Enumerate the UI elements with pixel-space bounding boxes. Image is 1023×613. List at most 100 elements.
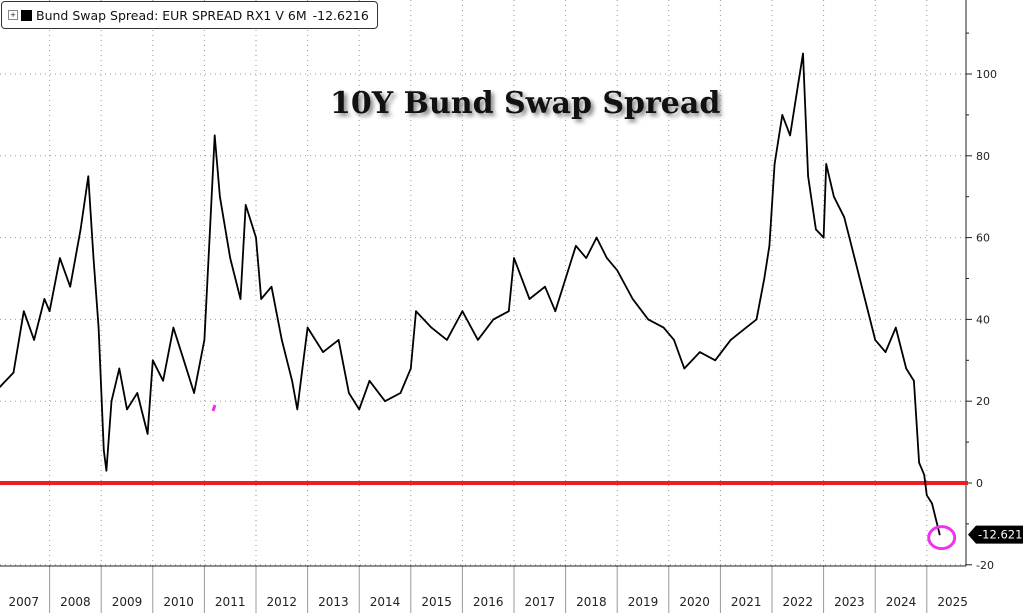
data-point [239,298,242,300]
x-tick-label: 2021 [731,595,762,609]
data-point [87,175,90,178]
legend: + Bund Swap Spread: EUR SPREAD RX1 V 6M … [1,1,378,29]
data-point [203,339,206,341]
data-point [564,277,567,280]
data-point [477,339,479,341]
data-point [815,228,817,231]
last-value-label: -12.6216 [978,528,1023,542]
data-point [807,175,809,178]
data-point [229,257,231,259]
data-point [322,351,324,353]
data-point [492,318,495,321]
data-point [213,134,216,137]
data-point [69,285,72,288]
data-point [368,379,371,382]
series-line [0,52,941,535]
data-point [193,392,195,394]
data-point [358,408,361,411]
data-point [631,298,634,300]
last-value-tag-bg [968,525,1023,544]
data-point [306,326,309,329]
data-point [673,339,675,341]
highlight-circle [927,525,957,551]
data-point [913,379,915,382]
y-tick-label: 20 [976,395,990,408]
data-point [789,134,791,137]
y-tick-label: 40 [976,313,990,326]
expand-icon[interactable]: + [8,10,18,20]
data-point [797,85,799,88]
data-point [337,339,340,341]
data-point [575,244,577,247]
data-point [301,367,304,370]
data-point [698,351,701,353]
data-point [348,392,350,394]
data-point [12,371,15,374]
data-point [895,326,897,329]
y-tick-label: 80 [976,150,990,163]
data-point [616,269,618,272]
data-point [136,392,139,394]
data-point [291,379,293,382]
data-point [102,449,105,452]
data-point [281,339,283,341]
data-point [384,400,386,403]
legend-swatch [21,9,32,21]
x-tick-label: 2013 [318,595,349,609]
data-point [918,461,920,464]
data-point [399,392,402,394]
data-point [23,310,25,313]
x-tick-label: 2009 [112,595,143,609]
data-point [884,351,887,353]
x-tick-label: 2018 [576,595,607,609]
data-point [528,298,531,300]
data-point [745,326,747,329]
x-tick-label: 2012 [267,595,298,609]
legend-label: Bund Swap Spread: EUR SPREAD RX1 V 6M [36,7,307,23]
data-point [255,236,257,239]
data-point [182,359,185,362]
data-point [118,367,121,370]
data-point [296,408,299,411]
data-point [270,285,273,288]
data-point [729,339,732,341]
data-point [33,339,35,341]
data-point [59,257,61,259]
y-tick-label: 60 [976,232,990,245]
data-point [773,163,776,165]
data-point [683,367,686,370]
x-tick-label: 2016 [473,595,504,609]
data-point [152,359,154,362]
data-point [938,533,941,536]
data-point [260,298,262,300]
last-value-tag: -12.6216 [968,525,1023,544]
data-point [923,474,926,476]
x-tick-label: 2014 [370,595,401,609]
x-tick-label: 2024 [886,595,917,609]
data-point [714,359,717,362]
data-point [647,318,649,321]
annotation-mark [211,404,217,412]
data-point [606,257,608,259]
data-point [544,285,546,288]
data-point [585,257,588,259]
data-point [864,298,866,300]
data-point [244,204,247,206]
data-point [662,326,665,329]
data-point [105,469,108,472]
data-point [825,163,827,165]
data-point [926,494,928,497]
y-tick-label: -20 [976,559,994,572]
x-tick-label: 2007 [9,595,40,609]
x-tick-label: 2011 [215,595,246,609]
data-point [508,310,510,313]
data-point [755,318,758,321]
x-tick-label: 2022 [783,595,814,609]
data-point [79,228,82,231]
x-tick-label: 2010 [163,595,194,609]
x-tick-label: 2019 [628,595,659,609]
chart-title: 10Y Bund Swap Spread [330,86,721,121]
data-point [126,408,128,411]
data-point [763,277,766,280]
